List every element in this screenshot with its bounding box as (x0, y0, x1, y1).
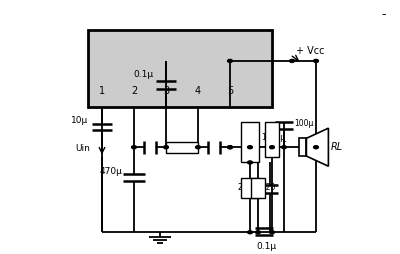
Circle shape (228, 59, 232, 62)
Text: 470μ: 470μ (99, 167, 122, 176)
Bar (299, 138, 306, 156)
Text: -: - (382, 8, 386, 21)
Circle shape (132, 146, 136, 149)
Bar (241, 122, 259, 162)
Circle shape (256, 231, 260, 234)
Text: Uin: Uin (75, 144, 90, 153)
Text: 1: 1 (99, 86, 105, 97)
Text: 100μ: 100μ (294, 119, 314, 128)
Bar (166, 142, 198, 153)
Circle shape (314, 59, 318, 62)
Text: RL: RL (331, 142, 343, 152)
Circle shape (196, 146, 200, 149)
Circle shape (270, 146, 274, 149)
Circle shape (164, 146, 168, 149)
Circle shape (282, 146, 286, 149)
Polygon shape (306, 128, 328, 166)
Text: 1: 1 (281, 135, 286, 144)
Text: 2: 2 (131, 86, 137, 97)
Text: 2.2: 2.2 (237, 183, 249, 192)
Text: 0.1μ: 0.1μ (134, 70, 154, 79)
Bar (265, 122, 279, 157)
Circle shape (248, 161, 252, 164)
Bar (251, 178, 265, 198)
Circle shape (314, 146, 318, 149)
Circle shape (248, 146, 252, 149)
Circle shape (290, 59, 294, 62)
Text: 1000μ: 1000μ (261, 133, 286, 141)
Circle shape (248, 231, 252, 234)
Circle shape (228, 146, 232, 149)
Text: 0.1μ: 0.1μ (256, 242, 276, 251)
Text: 220: 220 (261, 183, 276, 192)
Circle shape (228, 146, 232, 149)
Text: 3: 3 (163, 86, 169, 97)
Text: 10μ: 10μ (71, 116, 88, 125)
Bar (88, 30, 272, 107)
Bar (241, 178, 259, 198)
Text: 5: 5 (227, 86, 233, 97)
Circle shape (270, 231, 274, 234)
Text: 4: 4 (195, 86, 201, 97)
Text: + Vcc: + Vcc (296, 46, 324, 56)
